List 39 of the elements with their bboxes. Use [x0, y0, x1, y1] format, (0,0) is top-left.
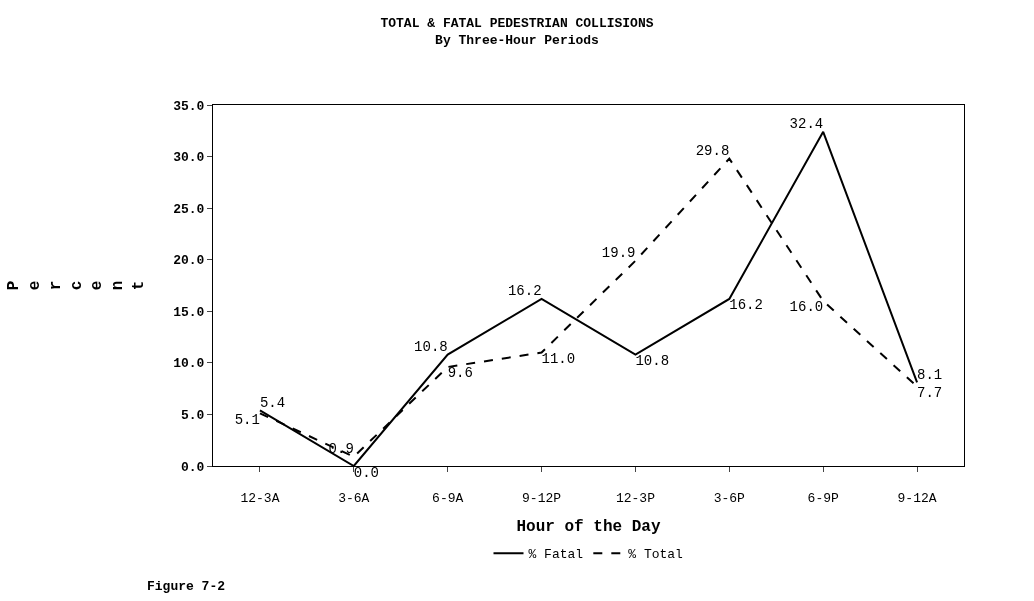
- chart-subtitle: By Three-Hour Periods: [435, 32, 600, 48]
- data-label: 7.7: [917, 385, 943, 402]
- x-tick-label: 3-6P: [713, 490, 746, 506]
- data-label: 9.6: [447, 365, 473, 382]
- data-label: 10.8: [635, 353, 670, 370]
- data-label: 32.4: [789, 116, 824, 133]
- x-tick-label: 12-3P: [615, 490, 656, 506]
- x-tick-label: 9-12P: [522, 490, 562, 506]
- y-axis-title: Percent: [5, 280, 149, 291]
- legend-label: % Fatal: [528, 547, 584, 563]
- data-label: 0.9: [328, 441, 354, 458]
- x-tick-label: 3-6A: [338, 490, 370, 506]
- x-tick-label: 6-9A: [432, 490, 464, 506]
- data-label: 0.0: [353, 464, 380, 481]
- y-tick-label: 15.0: [173, 304, 205, 320]
- chart-title: TOTAL & FATAL PEDESTRIAN COLLISIONS: [380, 16, 654, 32]
- data-label: 29.8: [695, 143, 730, 160]
- legend-label: % Total: [628, 547, 684, 563]
- data-label: 16.0: [789, 299, 824, 316]
- x-tick-label: 6-9P: [807, 490, 839, 506]
- data-label: 10.8: [414, 339, 448, 356]
- data-label: 11.0: [541, 351, 576, 368]
- data-label: 16.2: [729, 297, 763, 314]
- data-label: 19.9: [601, 245, 636, 262]
- caption: Figure 7-2: [147, 579, 226, 594]
- x-tick-label: 12-3A: [240, 490, 280, 506]
- y-tick-label: 30.0: [173, 150, 205, 166]
- y-tick-label: 35.0: [173, 98, 205, 114]
- data-label: 16.2: [507, 283, 542, 300]
- data-label: 5.4: [259, 394, 286, 411]
- y-tick-label: 25.0: [173, 201, 205, 217]
- data-label: 8.1: [917, 366, 943, 383]
- data-label: 5.1: [234, 411, 260, 428]
- y-tick-label: 0.0: [180, 459, 205, 475]
- y-tick-label: 5.0: [180, 407, 205, 423]
- y-tick-label: 10.0: [173, 356, 205, 372]
- x-tick-label: 9-12A: [897, 490, 937, 506]
- y-tick-label: 20.0: [173, 253, 205, 269]
- x-axis-title: Hour of the Day: [516, 518, 661, 537]
